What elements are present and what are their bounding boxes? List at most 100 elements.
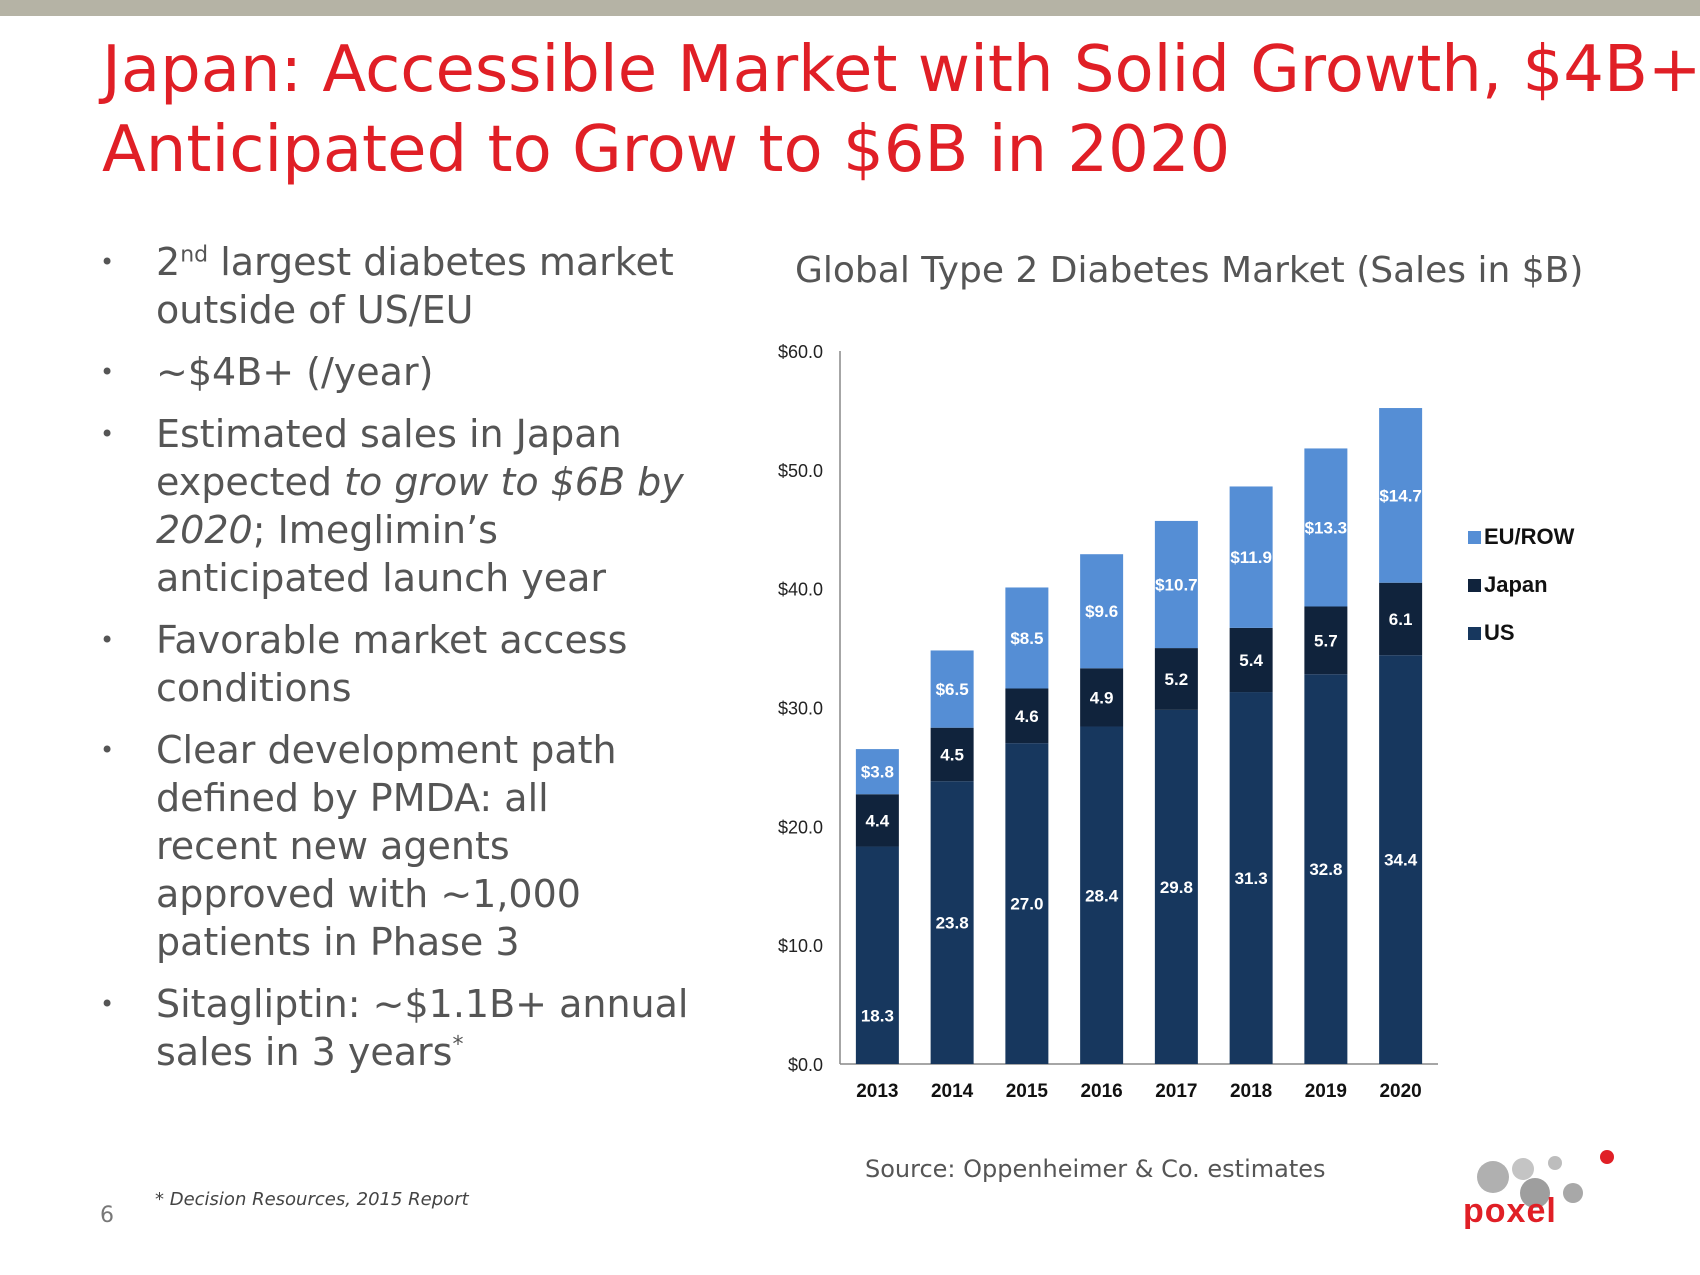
data-label: 4.4: [866, 811, 890, 830]
data-label: $9.6: [1085, 602, 1118, 621]
bullet-item: • Sitagliptin: ~$1.1B+ annual sales in 3…: [100, 980, 700, 1076]
bar-segment: [1154, 520, 1198, 649]
page-number: 6: [100, 1203, 114, 1228]
data-label: $11.9: [1230, 548, 1272, 567]
source-note: Source: Oppenheimer & Co. estimates: [865, 1155, 1326, 1183]
x-tick-label: 2018: [1230, 1081, 1272, 1102]
bullet-text: Favorable market access: [156, 618, 628, 662]
bullet-dot-icon: •: [100, 420, 115, 448]
x-tick-label: 2019: [1305, 1081, 1347, 1102]
data-label: 6.1: [1389, 610, 1413, 629]
slide-title-line-2: Anticipated to Grow to $6B in 2020: [102, 113, 1231, 187]
bullet-dot-icon: •: [100, 990, 115, 1018]
bullet-text: approved with ~1,000: [156, 872, 581, 916]
bar-segment: [1229, 627, 1273, 693]
bar-segment: [1229, 692, 1273, 1064]
bar-segment: [1304, 606, 1348, 675]
data-label: $13.3: [1305, 518, 1348, 537]
data-label: 31.3: [1235, 869, 1268, 888]
bullet-dot-icon: •: [100, 626, 115, 654]
data-label: $3.8: [861, 763, 894, 782]
bar-segment: [930, 727, 974, 782]
bar-segment: [1005, 587, 1049, 689]
x-tick-label: 2017: [1155, 1081, 1197, 1102]
bullet-text: largest diabetes market: [208, 240, 674, 284]
bar-segment: [1005, 688, 1049, 744]
data-label: 4.9: [1090, 688, 1114, 707]
data-label: $10.7: [1155, 576, 1198, 595]
y-tick-label: $40.0: [778, 580, 823, 600]
bar-segment: [1154, 709, 1198, 1064]
bar-segment: [1080, 668, 1124, 727]
data-label: 5.4: [1239, 651, 1263, 670]
y-tick-label: $50.0: [778, 461, 823, 481]
data-label: 23.8: [936, 914, 969, 933]
slide-title: Japan: Accessible Market with Solid Grow…: [102, 30, 1700, 190]
bullet-dot-icon: •: [100, 358, 115, 386]
x-tick-label: 2015: [1006, 1081, 1049, 1102]
legend-swatch: [1468, 627, 1481, 640]
data-label: 4.5: [940, 745, 964, 764]
bullet-text-italic: 2020: [156, 508, 253, 552]
bullet-text: Estimated sales in Japan: [156, 412, 622, 456]
legend-swatch: [1468, 531, 1481, 544]
legend-label: US: [1484, 620, 1515, 645]
y-tick-label: $20.0: [778, 817, 823, 837]
data-label: 27.0: [1010, 895, 1043, 914]
x-tick-label: 2014: [931, 1081, 974, 1102]
superscript: nd: [180, 242, 209, 268]
superscript: *: [452, 1032, 464, 1058]
bar-segment: [855, 749, 899, 795]
bar-segment: [930, 650, 974, 728]
slide-title-line-1: Japan: Accessible Market with Solid Grow…: [102, 33, 1700, 107]
data-label: 18.3: [861, 1006, 894, 1025]
bullet-dot-icon: •: [100, 248, 115, 276]
chart-title: Global Type 2 Diabetes Market (Sales in …: [795, 250, 1584, 291]
bullet-text: recent new agents: [156, 824, 510, 868]
legend-label: Japan: [1484, 572, 1548, 597]
y-tick-label: $60.0: [778, 342, 823, 362]
logo-text: poxel: [1463, 1192, 1557, 1230]
bullet-text: Sitagliptin: ~$1.1B+ annual: [156, 982, 689, 1026]
bullet-text: patients in Phase 3: [156, 920, 520, 964]
bullet-text: sales in 3 years: [156, 1030, 453, 1074]
x-tick-label: 2013: [856, 1081, 898, 1102]
x-tick-label: 2016: [1080, 1081, 1122, 1102]
bullet-dot-icon: •: [100, 736, 115, 764]
bar-segment: [1304, 448, 1348, 607]
bullet-text: conditions: [156, 666, 352, 710]
bar-segment: [1154, 648, 1198, 710]
bullet-item: • 2nd largest diabetes market outside of…: [100, 238, 700, 334]
bar-segment: [1379, 655, 1423, 1064]
bar-segment: [1379, 582, 1423, 656]
bullet-text: expected: [156, 460, 345, 504]
bar-segment: [1304, 674, 1348, 1064]
bullet-item: • ~$4B+ (/year): [100, 348, 700, 396]
bullet-text: anticipated launch year: [156, 556, 607, 600]
data-label: $6.5: [936, 680, 969, 699]
bar-segment: [1005, 743, 1049, 1064]
y-tick-label: $30.0: [778, 699, 823, 719]
bar-segment: [1080, 554, 1124, 669]
bar-segment: [1229, 486, 1273, 628]
bullet-text: 2: [156, 240, 181, 284]
data-label: 5.2: [1165, 670, 1189, 689]
bullet-text: ~$4B+ (/year): [156, 350, 434, 394]
bullet-item: • Clear development path defined by PMDA…: [100, 726, 700, 966]
bar-segment: [855, 794, 899, 847]
bar-segment: [1379, 408, 1423, 583]
data-label: 34.4: [1384, 851, 1418, 870]
bullet-text-italic: to grow to $6B by: [344, 460, 684, 504]
bullet-text: outside of US/EU: [156, 288, 474, 332]
poxel-logo-icon: [1477, 1150, 1614, 1208]
bullet-item: • Estimated sales in Japan expected to g…: [100, 410, 700, 602]
data-label: $14.7: [1379, 486, 1422, 505]
legend-swatch: [1468, 579, 1481, 592]
bullet-list: • 2nd largest diabetes market outside of…: [100, 238, 700, 1090]
bar-segment: [930, 781, 974, 1064]
bullet-text: defined by PMDA: all: [156, 776, 549, 820]
data-label: $8.5: [1010, 629, 1043, 648]
x-tick-label: 2020: [1379, 1081, 1421, 1102]
footnote: * Decision Resources, 2015 Report: [155, 1189, 469, 1210]
